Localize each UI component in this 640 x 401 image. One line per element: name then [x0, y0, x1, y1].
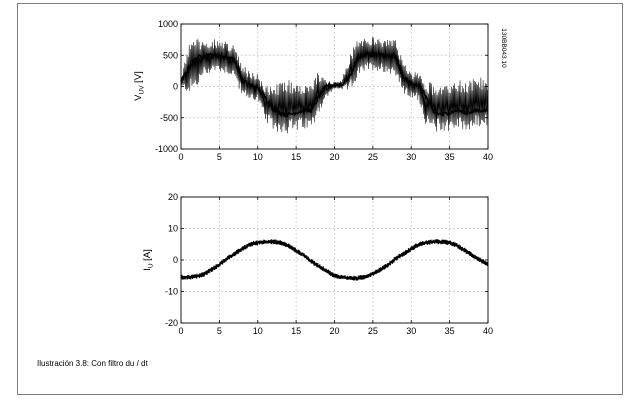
voltage-envelope — [180, 37, 489, 134]
current-y-axis-label: IU [A] — [142, 249, 155, 271]
voltage-x-ticks: 0 5 10 15 20 25 30 35 40 — [178, 24, 493, 162]
current-x-tick-label: 40 — [483, 326, 493, 336]
voltage-y-tick-label: 0 — [173, 82, 178, 92]
current-x-tick-label: 5 — [217, 326, 222, 336]
current-x-tick-label: 25 — [368, 326, 378, 336]
current-y-ticks: 20 10 0 -10 -20 — [165, 192, 488, 328]
current-x-tick-label: 0 — [178, 326, 183, 336]
voltage-series — [180, 50, 489, 119]
voltage-chart: 0 5 10 15 20 25 30 35 40 1000 500 0 -500 -1000 VUV [… — [133, 19, 507, 162]
current-x-tick-label: 35 — [445, 326, 455, 336]
voltage-y-ticks: 1000 500 0 -500 -1000 — [155, 19, 488, 154]
voltage-x-tick-label: 25 — [368, 152, 378, 162]
voltage-oscillation-line — [180, 37, 489, 134]
voltage-x-tick-label: 20 — [329, 152, 339, 162]
current-chart: 0 5 10 15 20 25 30 35 40 20 10 0 -10 -20 IU [A] — [142, 192, 493, 336]
voltage-x-tick-label: 5 — [217, 152, 222, 162]
current-grid — [181, 197, 488, 323]
current-x-ticks: 0 5 10 15 20 25 30 35 40 — [178, 197, 493, 336]
voltage-x-tick-label: 30 — [406, 152, 416, 162]
current-y-tick-label: -10 — [165, 287, 178, 297]
current-line — [180, 239, 489, 281]
voltage-x-tick-label: 0 — [178, 152, 183, 162]
voltage-mean-line — [180, 50, 489, 119]
current-x-tick-label: 15 — [291, 326, 301, 336]
current-series — [180, 239, 489, 281]
current-y-tick-label: -20 — [165, 318, 178, 328]
voltage-x-tick-label: 40 — [483, 152, 493, 162]
voltage-x-tick-label: 15 — [291, 152, 301, 162]
voltage-y-tick-label: -500 — [160, 113, 178, 123]
figure-frame — [17, 3, 623, 395]
figure-code: 130BB043.10 — [500, 28, 507, 68]
figure-caption: Ilustración 3.8: Con filtro du / dt — [37, 359, 148, 368]
voltage-x-tick-label: 35 — [445, 152, 455, 162]
voltage-y-tick-label: -1000 — [155, 144, 178, 154]
current-x-tick-label: 10 — [253, 326, 263, 336]
voltage-y-tick-label: 500 — [163, 50, 178, 60]
voltage-y-tick-label: 1000 — [158, 19, 178, 29]
current-y-tick-label: 20 — [168, 192, 178, 202]
voltage-x-tick-label: 10 — [253, 152, 263, 162]
current-x-tick-label: 20 — [329, 326, 339, 336]
current-x-tick-label: 30 — [406, 326, 416, 336]
current-y-tick-label: 0 — [173, 255, 178, 265]
voltage-y-axis-label: VUV [V] — [133, 71, 146, 101]
current-y-tick-label: 10 — [168, 224, 178, 234]
